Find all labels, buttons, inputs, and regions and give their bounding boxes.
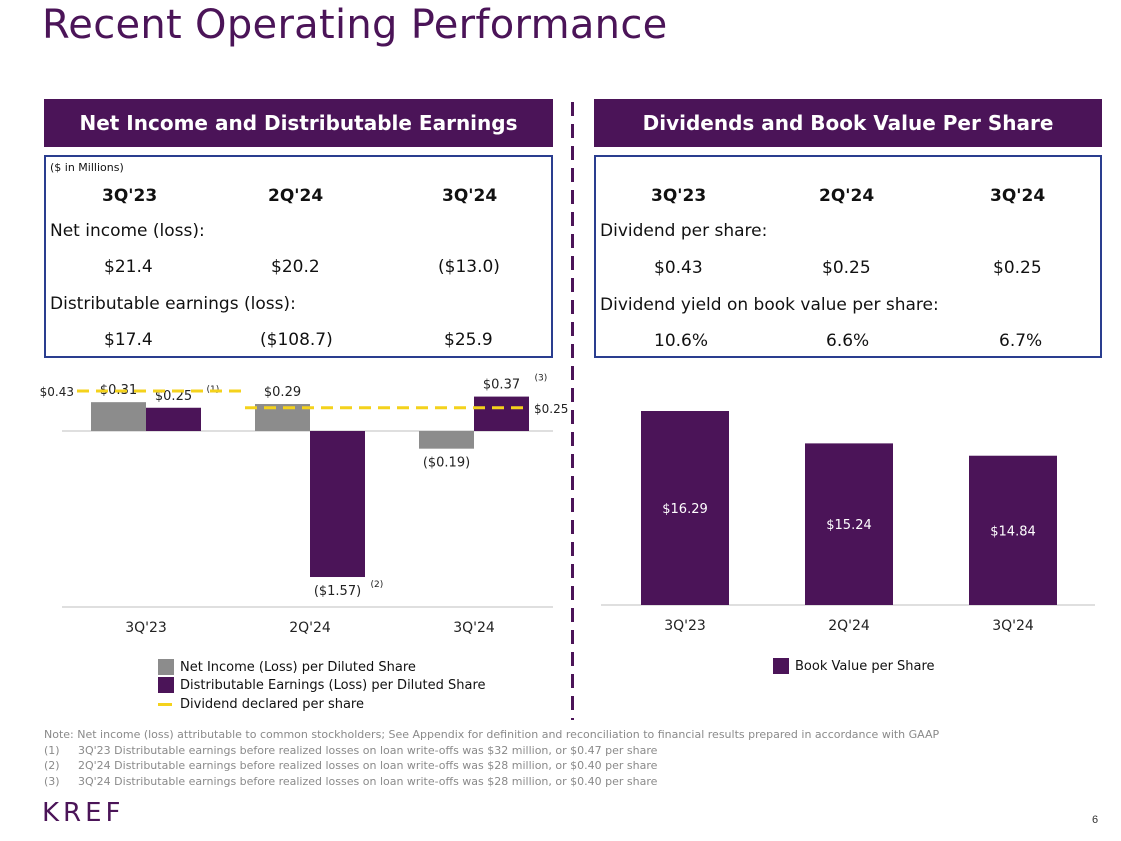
- legend-dividend: Dividend declared per share: [158, 697, 364, 712]
- per-share-earnings-chart: $0.31$0.29($0.19)$0.25(1)($1.57)(2)$0.37…: [40, 374, 569, 636]
- x-tick-label: 3Q'24: [453, 620, 495, 636]
- row-label: Net income (loss):: [50, 221, 205, 241]
- bar-net-income: [419, 431, 474, 449]
- col-header: 3Q'24: [442, 186, 498, 206]
- dividend-label: $0.25: [534, 402, 568, 416]
- data-label: $15.24: [826, 518, 872, 533]
- x-tick-label: 2Q'24: [289, 620, 331, 636]
- legend-label: Net Income (Loss) per Diluted Share: [180, 659, 416, 675]
- bar-net-income: [91, 402, 146, 431]
- row-value: $20.2: [271, 257, 320, 277]
- col-header: 2Q'24: [268, 186, 324, 206]
- col-header: 3Q'23: [651, 186, 707, 206]
- page-title: Recent Operating Performance: [42, 2, 668, 48]
- row-value: ($13.0): [438, 257, 500, 277]
- legend-label: Distributable Earnings (Loss) per Dilute…: [180, 677, 486, 693]
- legend-swatch: [773, 658, 789, 674]
- x-tick-label: 3Q'23: [664, 618, 706, 634]
- row-value: 10.6%: [654, 331, 709, 351]
- legend-line: [158, 703, 172, 706]
- bar-book-value: [805, 443, 893, 605]
- footnote-marker: (3): [535, 374, 548, 384]
- row-value: $0.25: [822, 258, 871, 278]
- dividend-label: $0.43: [40, 385, 74, 399]
- bar-distributable: [146, 407, 201, 431]
- legend-book-value: Book Value per Share: [773, 658, 935, 674]
- data-label: $16.29: [662, 502, 708, 517]
- row-value: ($108.7): [260, 330, 333, 350]
- x-tick-label: 3Q'24: [992, 618, 1034, 634]
- legend-label: Dividend declared per share: [180, 697, 364, 712]
- row-value: 6.6%: [826, 331, 870, 351]
- row-label: Distributable earnings (loss):: [50, 294, 296, 314]
- book-value-chart: $16.29 $15.24 $14.84 3Q'23 2Q'24 3Q'24: [601, 411, 1095, 634]
- row-value: $0.43: [654, 258, 703, 278]
- legend-distributable: Distributable Earnings (Loss) per Dilute…: [158, 677, 486, 693]
- units-label: ($ in Millions): [50, 161, 124, 174]
- data-label: $14.84: [990, 524, 1036, 539]
- left-panel-table: ($ in Millions) 3Q'23 2Q'24 3Q'24 Net in…: [44, 155, 553, 358]
- note-item: (1) 3Q'23 Distributable earnings before r…: [44, 743, 658, 757]
- data-label: ($0.19): [423, 456, 470, 471]
- col-header: 3Q'24: [990, 186, 1046, 206]
- legend-swatch: [158, 659, 174, 675]
- col-header: 3Q'23: [102, 186, 158, 206]
- panel-divider: [571, 102, 574, 720]
- legend-swatch: [158, 677, 174, 693]
- footnotes: Note: Net income (loss) attributable to …: [44, 727, 939, 789]
- row-value: 6.7%: [999, 331, 1043, 351]
- footnote-marker: (2): [371, 580, 384, 590]
- data-label: $0.29: [264, 385, 301, 400]
- x-tick-label: 3Q'23: [125, 620, 167, 636]
- row-value: $21.4: [104, 257, 153, 277]
- row-value: $25.9: [444, 330, 493, 350]
- data-label: $0.37: [483, 378, 520, 393]
- right-panel-header: Dividends and Book Value Per Share: [594, 99, 1102, 147]
- bar-book-value: [641, 411, 729, 605]
- col-header: 2Q'24: [819, 186, 875, 206]
- row-label: Dividend per share:: [600, 221, 768, 241]
- note-main: Note: Net income (loss) attributable to …: [44, 728, 940, 741]
- x-tick-label: 2Q'24: [828, 618, 870, 634]
- bar-net-income: [255, 404, 310, 431]
- row-value: $0.25: [993, 258, 1042, 278]
- legend-label: Book Value per Share: [795, 658, 935, 674]
- row-value: $17.4: [104, 330, 153, 350]
- data-label: ($1.57): [314, 584, 361, 599]
- bar-distributable: [474, 396, 529, 431]
- company-logo: KREF: [42, 798, 125, 828]
- right-panel-table: 3Q'23 2Q'24 3Q'24 Dividend per share: $0…: [594, 155, 1102, 358]
- bar-distributable: [310, 431, 365, 578]
- row-label: Dividend yield on book value per share:: [600, 295, 939, 315]
- bar-book-value: [969, 455, 1057, 605]
- note-item: (2) 2Q'24 Distributable earnings before r…: [44, 759, 658, 772]
- legend-net-income: Net Income (Loss) per Diluted Share: [158, 659, 416, 675]
- note-item: (3) 3Q'24 Distributable earnings before r…: [44, 774, 658, 788]
- left-panel-header: Net Income and Distributable Earnings: [44, 99, 553, 147]
- page-number: 6: [1092, 814, 1099, 826]
